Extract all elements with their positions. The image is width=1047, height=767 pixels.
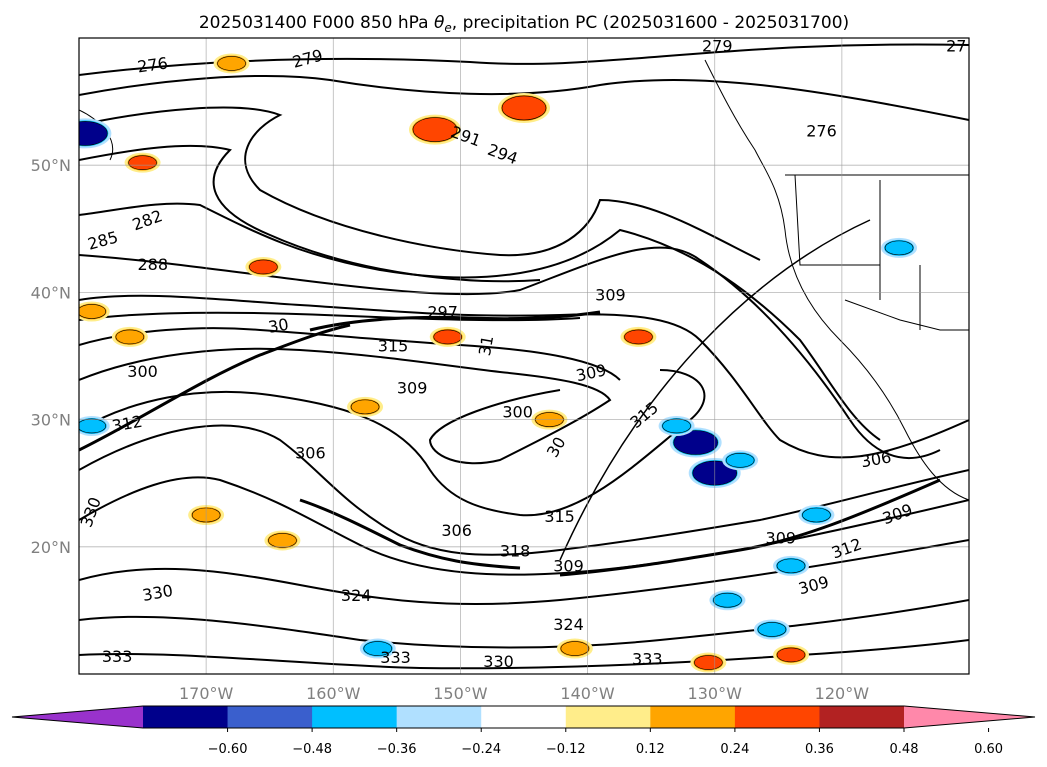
- colorbar-tick-label: 0.36: [805, 742, 834, 757]
- precip-patch: [350, 399, 380, 415]
- precip-patch: [694, 655, 723, 670]
- lat-tick-label: 40°N: [31, 283, 71, 302]
- colorbar-segment: [481, 706, 567, 728]
- precip-patch: [884, 240, 914, 256]
- lon-tick-labels: 170°W 160°W 150°W 140°W 130°W 120°W: [179, 684, 869, 703]
- contour-label: 318: [500, 541, 531, 560]
- colorbar-segment: [227, 706, 313, 728]
- precip-patch: [673, 430, 718, 455]
- colorbar-segment: [650, 706, 736, 728]
- lon-tick-label: 150°W: [433, 684, 488, 703]
- colorbar-segment: [734, 706, 820, 728]
- lat-tick-label: 50°N: [31, 156, 71, 175]
- map-panel: 276 279 2792762729129428228528829730930315…: [78, 36, 970, 675]
- colorbar-tick-label: 0.24: [720, 742, 749, 757]
- lon-tick-label: 140°W: [560, 684, 615, 703]
- precip-patch: [624, 329, 653, 345]
- colorbar-segment: [396, 706, 482, 728]
- contour-label: 324: [341, 586, 372, 605]
- contour-label: 30: [267, 315, 290, 337]
- colorbar-tick-label: −0.24: [461, 742, 501, 757]
- colorbar-outline: [11, 705, 1036, 729]
- contour-label: 288: [137, 255, 168, 274]
- contour-label: 279: [702, 36, 733, 55]
- colorbar-tick-label: 0.12: [636, 742, 665, 757]
- contour-label: 333: [380, 648, 411, 667]
- colorbar-tick-label: 0.60: [974, 742, 1003, 757]
- precip-patch: [725, 453, 755, 468]
- contour-label: 276: [806, 122, 837, 141]
- precip-patch: [79, 304, 107, 319]
- chart-title: 2025031400 F000 850 hPa θe, precipitatio…: [199, 13, 849, 35]
- contour-label: 306: [295, 443, 326, 462]
- lon-tick-label: 130°W: [688, 684, 743, 703]
- colorbar-tick-label: −0.36: [377, 742, 417, 757]
- colorbar: −0.60 −0.48 −0.36 −0.24 −0.12 0.12 0.24 0.36 0.4…: [11, 705, 1036, 757]
- colorbar-segment: [819, 706, 905, 728]
- colorbar-extend-min: [12, 706, 143, 728]
- precip-patch: [217, 56, 246, 71]
- contour-label: 309: [766, 529, 797, 548]
- lat-tick-label: 20°N: [31, 538, 71, 557]
- lat-tick-label: 30°N: [31, 411, 71, 430]
- colorbar-extend-max: [904, 706, 1035, 728]
- colorbar-tick-label: −0.48: [292, 742, 332, 757]
- precip-patch: [412, 117, 458, 142]
- precip-patch: [79, 121, 108, 146]
- contour-label: 324: [553, 615, 584, 634]
- precip-patch: [128, 155, 157, 170]
- precip-patch: [249, 259, 278, 275]
- colorbar-segment: [312, 706, 398, 728]
- contour-label: 309: [553, 557, 584, 576]
- precip-patch: [433, 329, 463, 345]
- precip-patch: [560, 641, 590, 656]
- precip-patch: [776, 558, 806, 574]
- contour-label: 309: [595, 286, 626, 305]
- precip-patch: [501, 95, 547, 121]
- contour-label: 306: [441, 521, 472, 540]
- colorbar-tick-label: 0.48: [890, 742, 919, 757]
- precip-patch: [79, 418, 107, 434]
- lon-tick-label: 120°W: [815, 684, 870, 703]
- contour-label: 297: [427, 302, 458, 321]
- contour-label: 315: [544, 507, 575, 526]
- lon-tick-label: 160°W: [306, 684, 361, 703]
- precip-anomaly-layer: [79, 53, 918, 673]
- contour-label: 31: [475, 334, 497, 357]
- lat-tick-labels: 20°N 30°N 40°N 50°N: [31, 156, 71, 557]
- contour-label: 330: [483, 652, 514, 671]
- contour-label: 300: [127, 362, 158, 381]
- precip-patch: [776, 647, 806, 663]
- map-frame: [78, 37, 970, 675]
- precip-patch: [713, 592, 742, 608]
- contour-label: 276: [136, 53, 169, 76]
- contour-label: 300: [502, 403, 533, 422]
- precip-patch: [363, 641, 393, 656]
- precip-patch: [757, 622, 787, 637]
- contour-labels: 276 279 2792762729129428228528829730930315…: [79, 36, 966, 671]
- colorbar-tick-label: −0.60: [208, 742, 248, 757]
- precip-patch: [802, 507, 831, 523]
- precip-patch: [662, 418, 691, 434]
- contour-label: 333: [102, 647, 133, 666]
- colorbar-segment: [143, 706, 229, 728]
- contour-label: 27: [946, 36, 966, 55]
- contour-label: 333: [632, 650, 663, 669]
- lon-tick-label: 170°W: [179, 684, 234, 703]
- contour-label: 309: [397, 379, 428, 398]
- colorbar-tick-label: −0.12: [546, 742, 586, 757]
- precip-patch: [115, 329, 145, 345]
- contour-label: 315: [378, 337, 409, 356]
- gridlines: [79, 38, 969, 674]
- precip-patch: [268, 533, 297, 548]
- colorbar-segment: [565, 706, 651, 728]
